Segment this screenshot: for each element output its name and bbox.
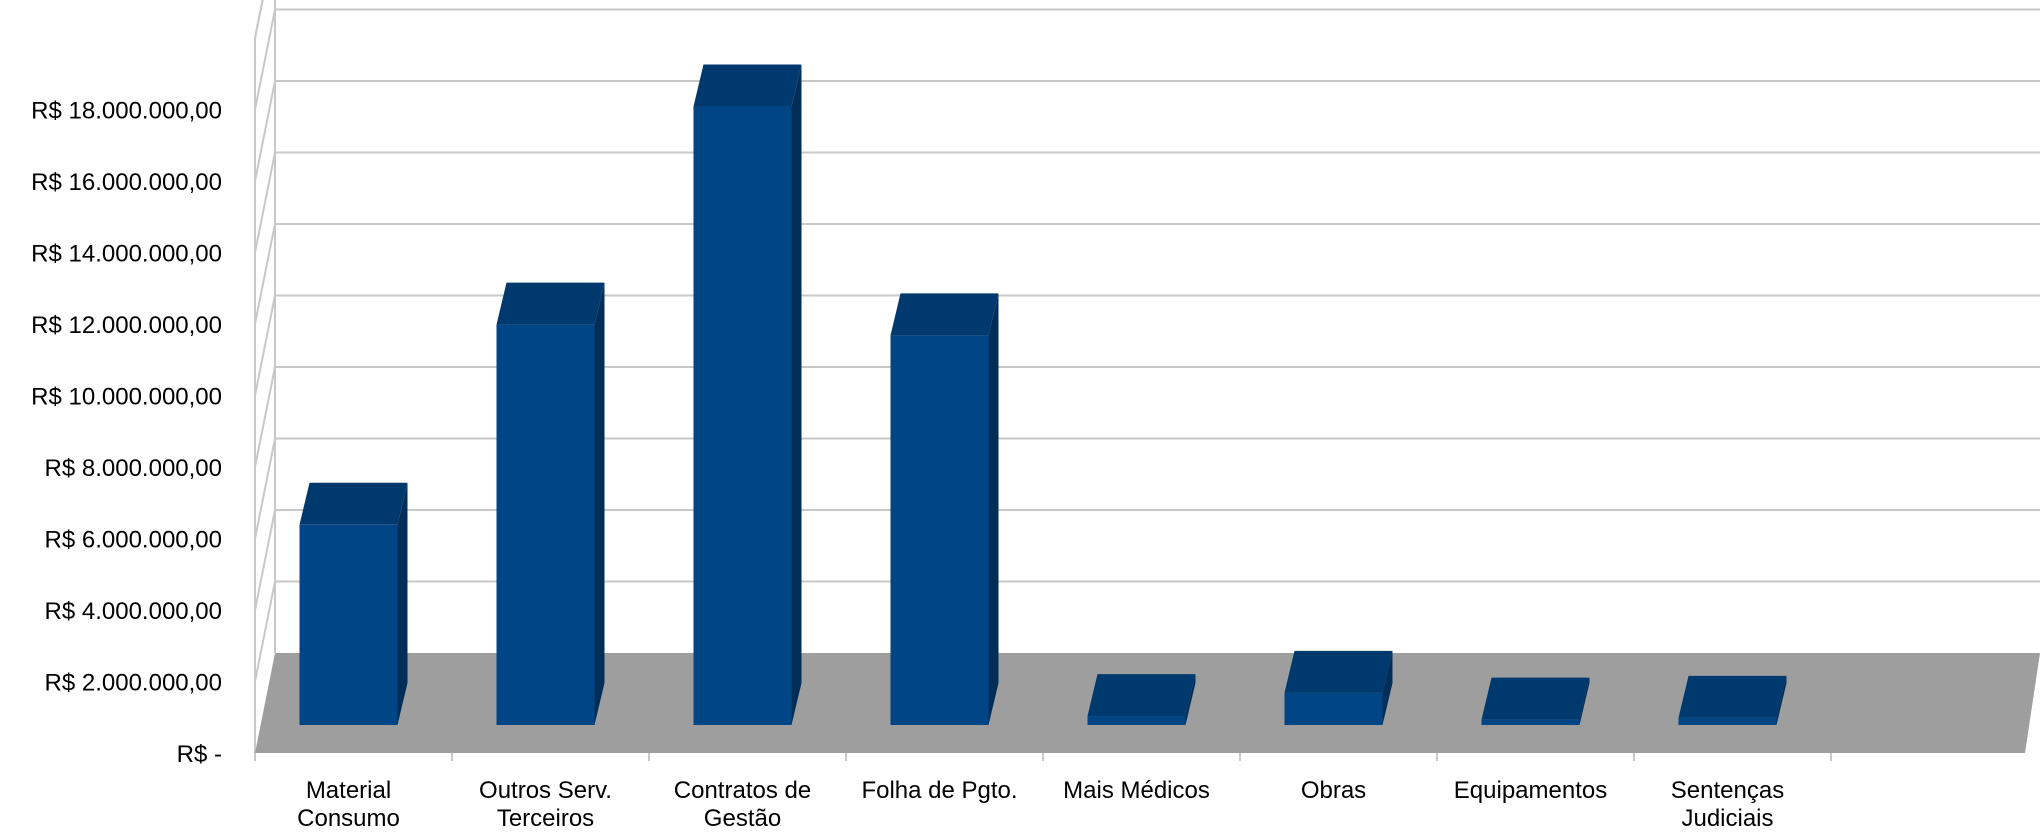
side-gridline — [254, 509, 276, 611]
bar-top — [1678, 675, 1787, 718]
side-gridline — [254, 152, 276, 253]
side-gridline — [254, 80, 276, 182]
y-tick-label: R$ 4.000.000,00 — [45, 598, 222, 625]
bar-top — [496, 282, 605, 325]
bar-top — [299, 482, 408, 525]
bar — [496, 324, 595, 725]
x-tick-label: Gestão — [704, 805, 781, 832]
side-gridline — [254, 295, 276, 396]
y-tick-label: R$ 8.000.000,00 — [45, 455, 222, 482]
bar — [890, 335, 989, 725]
x-tick-label: Material — [306, 777, 391, 804]
side-wall-top — [254, 0, 264, 39]
x-tick-label: Outros Serv. — [479, 777, 612, 804]
side-gridline — [254, 223, 276, 325]
y-tick-label: R$ 6.000.000,00 — [45, 527, 222, 554]
bar — [693, 106, 792, 725]
bar-side — [1776, 675, 1787, 725]
bar — [1087, 716, 1186, 725]
bar — [1481, 719, 1580, 725]
y-tick-label: R$ - — [177, 741, 222, 768]
bar — [1284, 692, 1383, 725]
y-tick-label: R$ 12.000.000,00 — [31, 312, 222, 339]
bar-top — [1284, 650, 1393, 693]
bar-top — [1481, 677, 1590, 720]
bar-side — [594, 282, 605, 725]
bar-side — [791, 64, 802, 725]
x-tick-label: Sentenças — [1671, 777, 1784, 804]
side-gridline — [254, 366, 276, 468]
bar-side — [1579, 677, 1590, 725]
bar-side — [1185, 674, 1196, 725]
x-tick-label: Contratos de — [674, 777, 811, 804]
x-tick-label: Obras — [1301, 777, 1366, 804]
y-tick-label: R$ 2.000.000,00 — [45, 670, 222, 697]
bar-side — [1382, 650, 1393, 725]
bar — [299, 524, 398, 725]
x-tick-label: Equipamentos — [1454, 777, 1607, 804]
x-tick-label: Judiciais — [1681, 805, 1773, 832]
x-tick-label: Consumo — [297, 805, 400, 832]
y-tick-label: R$ 18.000.000,00 — [31, 98, 222, 125]
x-tick-label: Folha de Pgto. — [861, 777, 1017, 804]
side-gridline — [254, 581, 276, 682]
y-tick-label: R$ 10.000.000,00 — [31, 384, 222, 411]
bar-top — [693, 64, 802, 107]
x-tick-label: Mais Médicos — [1063, 777, 1210, 804]
bar-top — [890, 293, 999, 336]
y-tick-label: R$ 14.000.000,00 — [31, 241, 222, 268]
bar — [1678, 717, 1777, 725]
x-tick-label: Terceiros — [497, 805, 594, 832]
bar-side — [397, 482, 408, 725]
side-gridline — [254, 9, 276, 110]
bar-side — [988, 293, 999, 725]
side-gridline — [254, 438, 276, 539]
y-tick-label: R$ 16.000.000,00 — [31, 169, 222, 196]
bar-top — [1087, 674, 1196, 717]
